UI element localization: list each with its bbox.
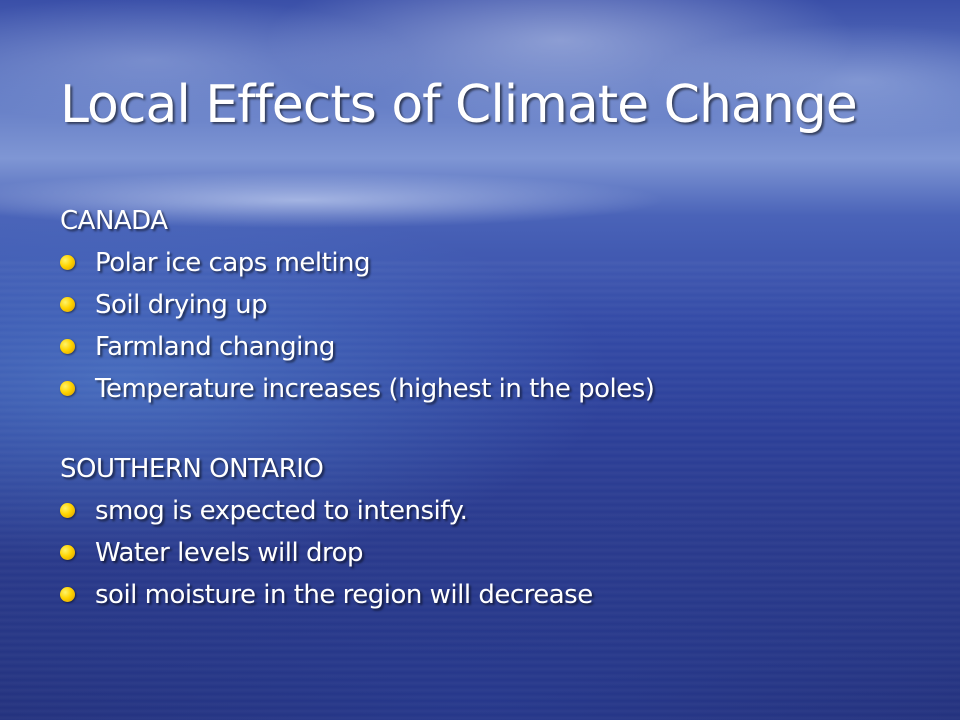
list-item-text: Farmland changing	[95, 332, 335, 362]
list-item-text: soil moisture in the region will decreas…	[95, 580, 593, 610]
bullet-icon	[60, 503, 75, 518]
list-item: Soil drying up	[60, 284, 920, 326]
list-item-text: Temperature increases (highest in the po…	[95, 374, 655, 404]
canada-bullet-list: Polar ice caps melting Soil drying up Fa…	[60, 242, 920, 410]
list-item-text: Water levels will drop	[95, 538, 364, 568]
list-item: soil moisture in the region will decreas…	[60, 574, 920, 616]
section-heading-canada: CANADA	[60, 206, 168, 236]
southern-ontario-bullet-list: smog is expected to intensify. Water lev…	[60, 490, 920, 616]
list-item: Temperature increases (highest in the po…	[60, 368, 920, 410]
section-heading-southern-ontario: SOUTHERN ONTARIO	[60, 454, 324, 484]
list-item: Water levels will drop	[60, 532, 920, 574]
list-item-text: Soil drying up	[95, 290, 268, 320]
section-spacer	[60, 410, 920, 448]
slide-title: Local Effects of Climate Change	[60, 75, 858, 135]
bullet-icon	[60, 587, 75, 602]
bullet-icon	[60, 297, 75, 312]
list-item-text: Polar ice caps melting	[95, 248, 371, 278]
list-item-text: smog is expected to intensify.	[95, 496, 468, 526]
bullet-icon	[60, 339, 75, 354]
bullet-icon	[60, 255, 75, 270]
bullet-icon	[60, 545, 75, 560]
slide-body: CANADA Polar ice caps melting Soil dryin…	[60, 200, 920, 616]
list-item: Polar ice caps melting	[60, 242, 920, 284]
list-item: Farmland changing	[60, 326, 920, 368]
bullet-icon	[60, 381, 75, 396]
list-item: smog is expected to intensify.	[60, 490, 920, 532]
